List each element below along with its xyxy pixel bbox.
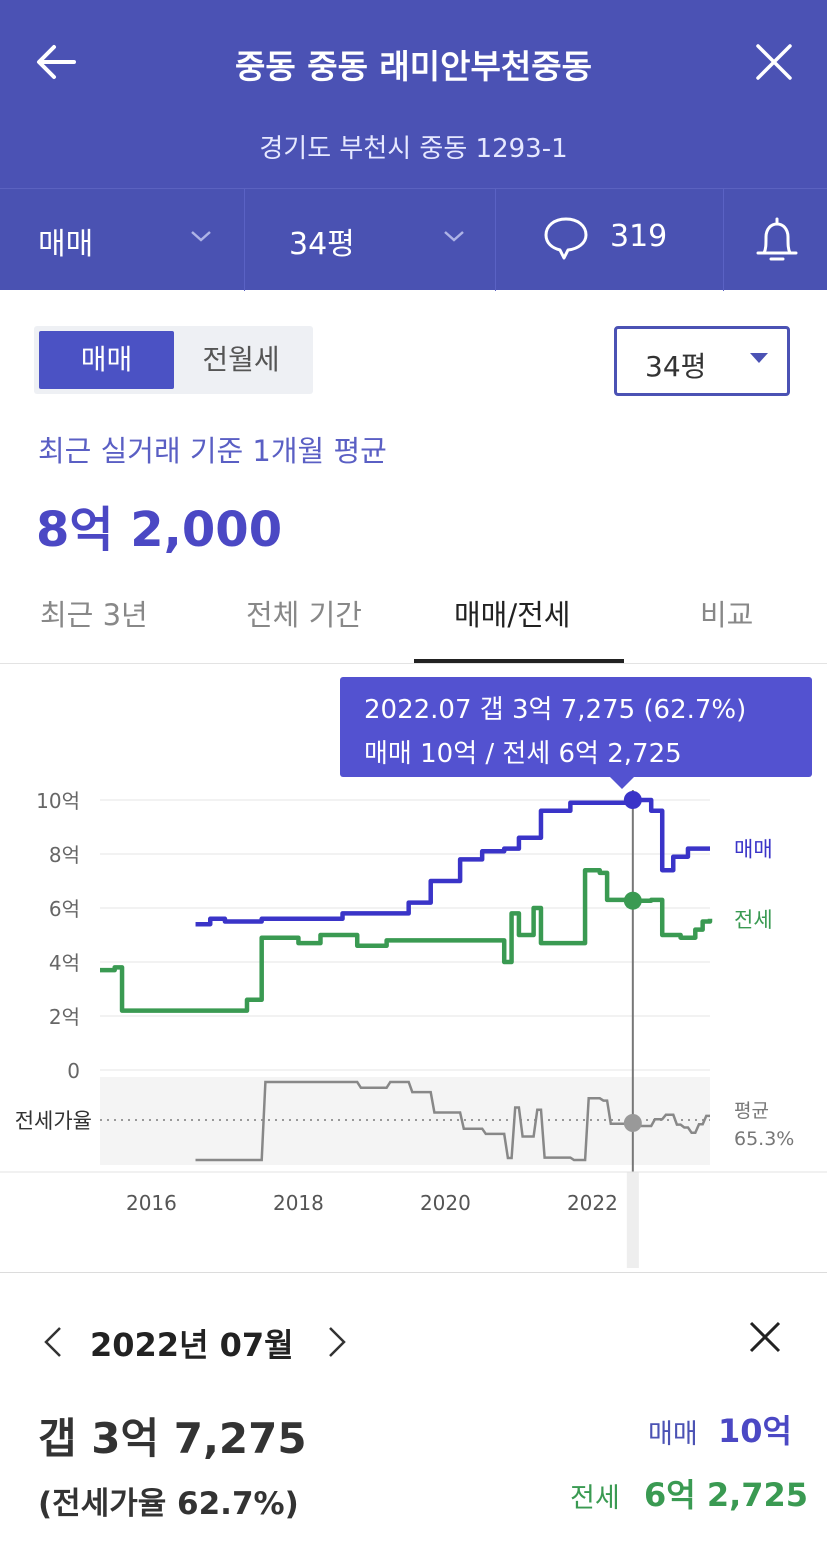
summary-caption: 최근 실거래 기준 1개월 평균: [38, 434, 387, 468]
y-tick-label: 8억: [49, 843, 80, 867]
app-header: 중동 중동 래미안부천중동 경기도 부천시 중동 1293-1 매매 34평 3…: [0, 0, 827, 291]
tab-compare[interactable]: 비교: [700, 598, 754, 632]
chevron-down-icon: [444, 231, 464, 242]
toggle-rent[interactable]: 전월세: [202, 343, 280, 376]
y-tick-label: 0: [67, 1059, 80, 1083]
sale-value: 10억: [718, 1412, 792, 1450]
price-chart[interactable]: 10억 8억 6억 4억 2억 0 전세가율 평균 65.3% 2016 2018 2020 2022 매…: [0, 664, 827, 1274]
jeonse-price-line: [100, 867, 713, 1013]
y-tick-label: 6억: [49, 897, 80, 921]
comment-count: 319: [610, 219, 668, 254]
divider: [0, 1272, 827, 1273]
x-tick-label: 2020: [420, 1191, 471, 1215]
selected-month: 2022년 07월: [90, 1326, 294, 1364]
jeonse-value: 6억 2,725: [644, 1476, 809, 1514]
ratio-axis-label: 전세가율: [15, 1109, 92, 1133]
close-icon[interactable]: [748, 36, 800, 88]
ratio-average-value: 65.3%: [734, 1128, 794, 1150]
chevron-right-icon[interactable]: [324, 1324, 350, 1360]
series-label: 전세: [734, 908, 773, 932]
tab-recent-3y[interactable]: 최근 3년: [40, 598, 148, 632]
area-select-value: 34평: [645, 350, 707, 383]
sale-label: 매매: [648, 1419, 698, 1450]
summary-price: 8억 2,000: [36, 502, 283, 558]
jeonse-label: 전세: [570, 1483, 620, 1514]
tooltip-pointer: [610, 777, 634, 789]
ratio-band: [100, 1077, 710, 1165]
trade-type-label: 매매: [38, 227, 94, 262]
notification-button[interactable]: [724, 189, 827, 291]
chevron-left-icon[interactable]: [40, 1324, 66, 1360]
divider: [495, 189, 496, 291]
series-label: 매매: [734, 838, 773, 862]
tooltip-line-1: 2022.07 갭 3억 7,275 (62.7%): [364, 695, 747, 725]
tooltip-line-2: 매매 10억 / 전세 6억 2,725: [364, 739, 682, 769]
tab-sale-jeonse[interactable]: 매매/전세: [454, 598, 571, 632]
divider: [0, 663, 827, 664]
divider: [244, 189, 245, 291]
trade-toggle: 매매 전월세: [34, 326, 313, 394]
active-tab-indicator: [414, 659, 624, 663]
back-arrow-icon[interactable]: [30, 36, 82, 88]
x-tick-label: 2022: [567, 1191, 618, 1215]
ratio-average-label: 평균: [734, 1100, 769, 1122]
trade-type-dropdown[interactable]: 매매: [0, 189, 244, 291]
x-tick-label: 2016: [126, 1191, 177, 1215]
comments-button[interactable]: 319: [496, 189, 723, 291]
area-label: 34평: [289, 227, 355, 262]
ratio-marker: [623, 1114, 642, 1132]
y-tick-label: 2억: [49, 1005, 80, 1029]
bell-icon: [756, 217, 798, 261]
chevron-down-icon: [191, 231, 211, 242]
x-tick-label: 2018: [273, 1191, 324, 1215]
jeonse-ratio: (전세가율 62.7%): [38, 1486, 299, 1522]
tab-all-period[interactable]: 전체 기간: [246, 598, 362, 632]
area-select[interactable]: 34평: [614, 326, 790, 396]
divider: [723, 189, 724, 291]
selection-handle: [626, 1172, 639, 1268]
jeonse-marker: [623, 891, 642, 910]
y-tick-label: 4억: [49, 951, 80, 975]
gap-amount: 갭 3억 7,275: [38, 1414, 307, 1463]
sale-price-line: [195, 797, 710, 927]
chart-tooltip: 2022.07 갭 3억 7,275 (62.7%) 매매 10억 / 전세 6…: [340, 677, 812, 777]
y-tick-label: 10억: [36, 789, 80, 813]
page-title: 중동 중동 래미안부천중동: [235, 47, 592, 86]
toggle-sale[interactable]: 매매: [39, 331, 174, 389]
speech-bubble-icon: [544, 217, 588, 260]
caret-down-icon: [750, 353, 768, 363]
filter-bar: 매매 34평 319: [0, 188, 827, 291]
sale-marker: [623, 791, 642, 809]
close-icon[interactable]: [746, 1318, 784, 1356]
address-text: 경기도 부천시 중동 1293-1: [259, 134, 568, 164]
area-dropdown[interactable]: 34평: [245, 189, 495, 291]
